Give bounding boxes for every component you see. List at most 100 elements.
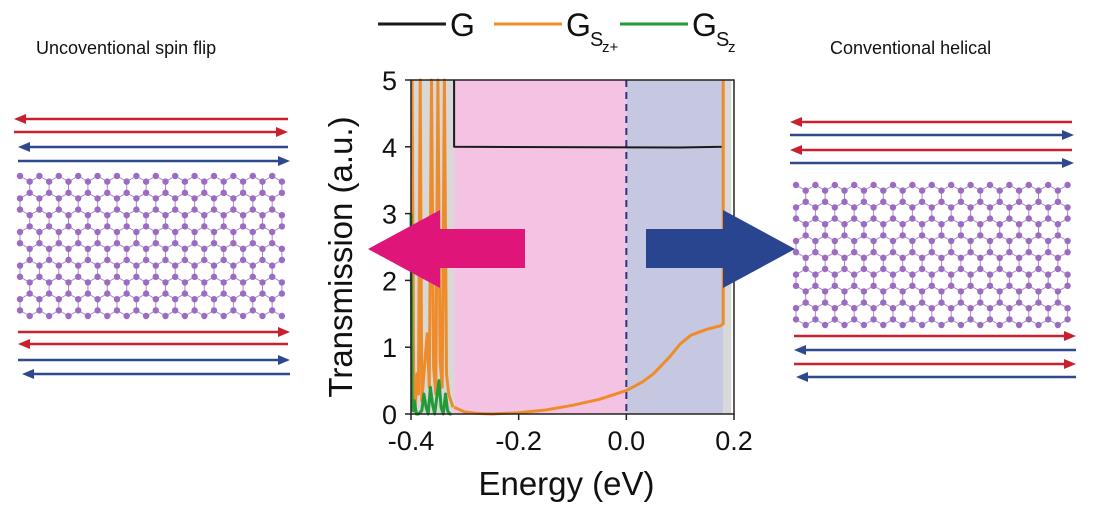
lattice-atom: [142, 290, 150, 297]
spin-arrow-head: [18, 142, 30, 152]
lattice-atom: [792, 181, 800, 189]
lattice-atom: [909, 237, 916, 245]
lattice-atom: [84, 245, 92, 252]
lattice-atom: [171, 307, 179, 314]
lattice-atom: [967, 282, 974, 289]
spin-arrow-head: [22, 369, 34, 379]
spin-arrow-head: [18, 339, 30, 349]
lattice-atom: [821, 221, 829, 228]
lattice-atom: [938, 187, 945, 194]
lattice-atom: [142, 189, 150, 196]
lattice-atom: [201, 212, 208, 219]
lattice-atom: [191, 262, 198, 269]
lattice-atom: [36, 307, 43, 314]
lattice-atom: [996, 299, 1003, 306]
lattice-atom: [113, 195, 121, 202]
x-tick-label: -0.2: [495, 426, 542, 456]
lattice-atom: [162, 178, 169, 185]
lattice-atom: [860, 254, 868, 261]
lattice-atom: [201, 223, 208, 230]
lattice-atom: [259, 189, 266, 196]
lattice-atom: [812, 305, 819, 312]
spin-arrow-head: [276, 127, 288, 137]
lattice-atom: [239, 279, 247, 286]
lattice-atom: [1054, 232, 1062, 239]
lattice-atom: [1025, 249, 1032, 256]
lattice-atom: [230, 206, 237, 213]
direction-arrows: [368, 210, 795, 288]
lattice-atom: [899, 321, 906, 329]
lattice-atom: [1006, 237, 1013, 245]
lattice-atom: [278, 279, 286, 286]
lattice-atom: [977, 198, 984, 205]
lattice-atom: [152, 296, 159, 303]
lattice-atom: [162, 223, 169, 230]
spin-arrow-head: [794, 345, 806, 355]
y-tick-label: 4: [382, 133, 397, 163]
lattice-atom: [977, 254, 984, 261]
legend-label-G_Sz_plus: G: [566, 7, 591, 43]
lattice-atom: [986, 249, 994, 256]
lattice-atom: [928, 181, 935, 189]
lattice-atom: [1025, 305, 1032, 312]
right-pointing-arrow: [646, 210, 795, 288]
lattice-atom: [45, 189, 53, 196]
lattice-atom: [181, 245, 189, 252]
lattice-atom: [792, 204, 800, 211]
lattice-atom: [1006, 316, 1013, 323]
lattice-atom: [841, 232, 848, 239]
lattice-atom: [26, 212, 33, 219]
lattice-atom: [55, 228, 62, 236]
lattice-atom: [230, 296, 237, 303]
lattice-atom: [113, 273, 121, 280]
lattice-atom: [1015, 232, 1023, 239]
lattice-atom: [996, 265, 1003, 273]
lattice-atom: [113, 296, 121, 303]
lattice-atom: [986, 305, 994, 312]
lattice-atom: [36, 262, 43, 269]
lattice-atom: [55, 296, 62, 303]
lattice-atom: [1025, 204, 1032, 211]
lattice-atom: [957, 265, 965, 273]
lattice-atom: [889, 305, 897, 312]
lattice-atom: [113, 172, 121, 180]
lattice-atom: [957, 187, 965, 194]
x-tick-label: 0.2: [715, 426, 753, 456]
lattice-atom: [16, 206, 24, 213]
lattice-atom: [850, 271, 858, 278]
lattice-atom: [1015, 265, 1023, 273]
lattice-atom: [36, 273, 43, 280]
y-tick-label: 3: [382, 200, 397, 230]
lattice-atom: [249, 172, 256, 180]
lattice-atom: [841, 187, 848, 194]
lattice-atom: [1054, 321, 1062, 329]
lattice-atom: [162, 256, 169, 264]
spin-arrow-head: [278, 156, 290, 166]
lattice-atom: [181, 279, 189, 286]
lattice-atom: [142, 178, 150, 185]
lattice-atom: [55, 195, 62, 202]
lattice-atom: [918, 299, 926, 306]
lattice-atom: [55, 240, 62, 247]
lattice-atom: [812, 237, 819, 245]
lattice-atom: [133, 195, 140, 202]
lattice-atom: [278, 178, 286, 185]
lattice-atom: [957, 321, 965, 329]
lattice-atom: [16, 296, 24, 303]
lattice-atom: [802, 299, 809, 306]
left-graphene-lattice: [16, 172, 286, 320]
lattice-atom: [802, 221, 809, 228]
lattice-atom: [152, 206, 159, 213]
lattice-atom: [84, 279, 92, 286]
lattice-atom: [162, 290, 169, 297]
lattice-atom: [278, 245, 286, 252]
lattice-atom: [870, 215, 877, 222]
lattice-atom: [113, 307, 121, 314]
lattice-atom: [967, 271, 974, 278]
lattice-atom: [191, 296, 198, 303]
lattice-atom: [909, 215, 916, 222]
lattice-atom: [259, 290, 266, 297]
spin-arrow-head: [1064, 359, 1076, 369]
lattice-atom: [152, 172, 159, 180]
lattice-atom: [841, 221, 848, 228]
